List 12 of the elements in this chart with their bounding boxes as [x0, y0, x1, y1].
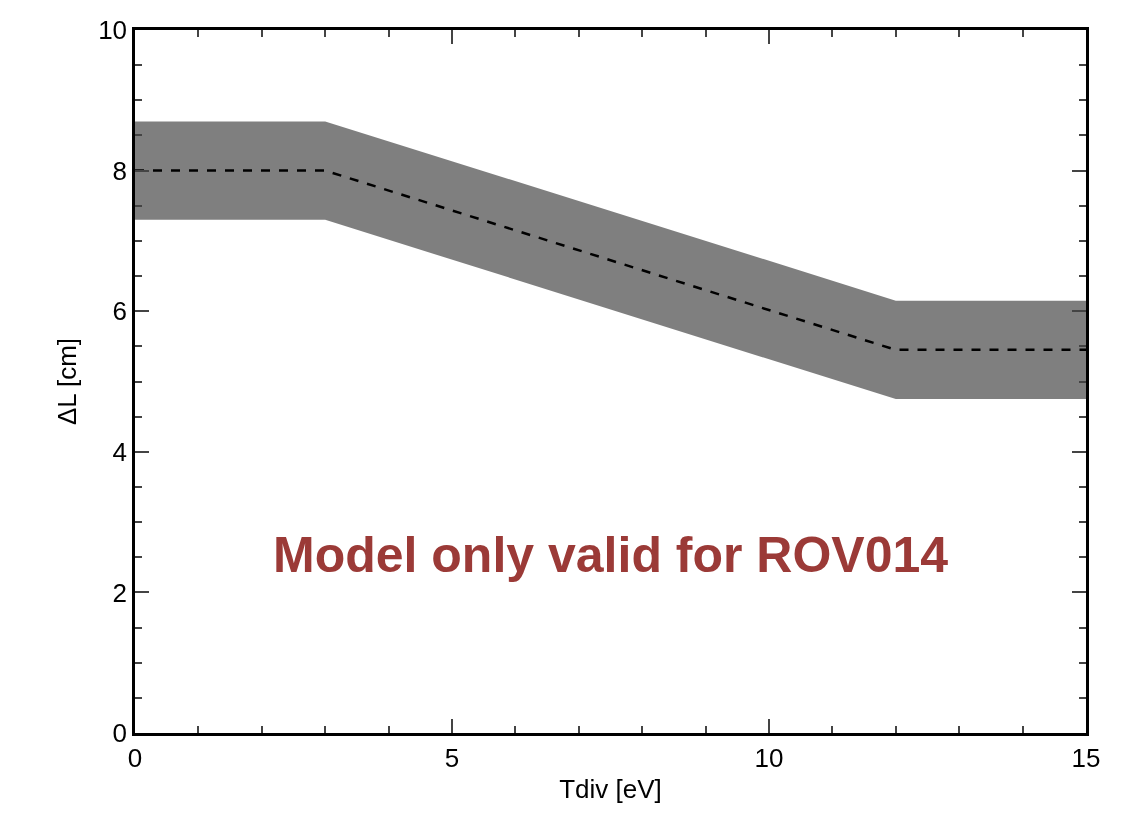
y-axis-title: ΔL [cm]	[51, 337, 82, 426]
y-tick-label: 8	[112, 155, 128, 186]
y-tick-label: 2	[112, 577, 128, 608]
y-tick-label: 4	[112, 436, 128, 467]
x-tick-label: 10	[754, 742, 784, 773]
annotation: Model only valid for ROV014	[273, 527, 949, 583]
x-tick-label: 5	[444, 742, 460, 773]
x-tick-label: 15	[1071, 742, 1101, 773]
y-tick-label: 10	[98, 15, 128, 46]
x-axis-title: Tdiv [eV]	[559, 773, 662, 804]
y-tick-label: 0	[112, 718, 128, 749]
y-tick-label: 6	[112, 296, 128, 327]
